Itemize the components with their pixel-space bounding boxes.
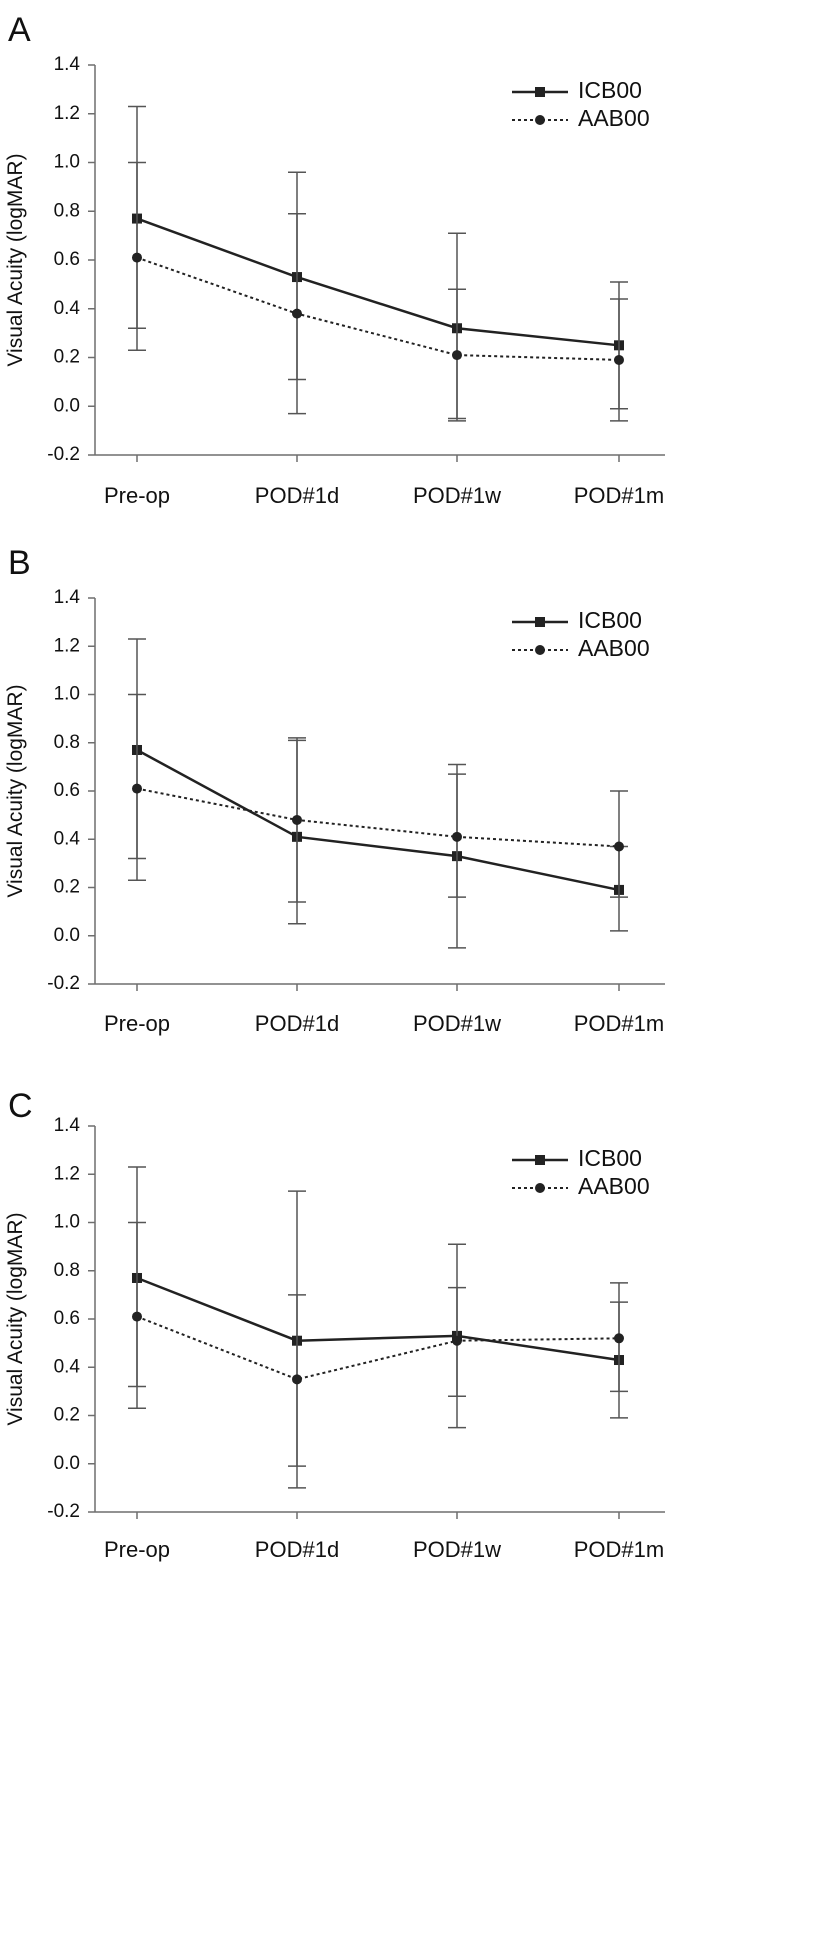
y-tick-label: -0.2 (47, 444, 80, 465)
x-tick-label: POD#1d (255, 1011, 339, 1036)
chart-panel-a: A Visual Acuity (logMAR) 1.4 1.2 1.0 0.8 0.6 0.… (4, 11, 665, 508)
legend-marker (535, 645, 545, 655)
x-tick-label: POD#1w (413, 1011, 501, 1036)
chart-panel-c: C Visual Acuity (logMAR) 1.4 1.2 1.0 0.8 0.6 0.… (4, 1087, 665, 1562)
panel-label: B (8, 544, 31, 582)
data-point (132, 1311, 142, 1322)
y-tick-label: 0.8 (54, 732, 80, 753)
data-point (614, 354, 624, 365)
series-aab00 (128, 161, 628, 422)
y-tick-label: 1.0 (54, 152, 80, 173)
y-tick-label: 0.4 (54, 298, 81, 319)
series-line (136, 748, 620, 892)
y-tick-label: 0.2 (54, 1405, 80, 1426)
series-icb00 (128, 105, 628, 420)
x-tick-label: POD#1w (413, 1537, 501, 1562)
y-tick-label: 0.8 (54, 1260, 80, 1281)
data-point (292, 1374, 302, 1385)
y-tick-label: 1.2 (54, 103, 80, 124)
y-tick-label: 0.6 (54, 780, 80, 801)
y-tick-label: 0.4 (54, 828, 81, 849)
series-icb00 (128, 638, 628, 949)
y-tick-label: 0.6 (54, 1308, 80, 1329)
data-point (452, 350, 462, 361)
y-tick-label: 1.0 (54, 1212, 80, 1233)
series-aab00 (128, 693, 628, 903)
x-tick-label: POD#1m (574, 483, 664, 508)
legend-label: ICB00 (578, 77, 642, 103)
data-point (292, 308, 302, 319)
legend-marker (535, 1155, 545, 1165)
y-tick-label: 0.4 (54, 1356, 81, 1377)
x-tick-label: Pre-op (104, 483, 170, 508)
data-point (614, 841, 624, 852)
y-tick-label: 0.8 (54, 200, 80, 221)
y-tick-label: -0.2 (47, 973, 80, 994)
y-axis-title: Visual Acuity (logMAR) (4, 1212, 27, 1425)
y-tick-label: -0.2 (47, 1501, 80, 1522)
y-tick-label: 1.2 (54, 1163, 80, 1184)
panel-label: C (8, 1087, 33, 1125)
x-tick-label: Pre-op (104, 1537, 170, 1562)
data-point (452, 831, 462, 842)
legend-label: AAB00 (578, 1173, 650, 1199)
y-axis-title: Visual Acuity (logMAR) (4, 153, 27, 366)
x-tick-label: POD#1d (255, 1537, 339, 1562)
y-tick-label: 0.6 (54, 249, 80, 270)
data-point (132, 252, 142, 263)
y-tick-label: 0.0 (54, 1453, 80, 1474)
x-tick-label: POD#1m (574, 1011, 664, 1036)
x-tick-label: Pre-op (104, 1011, 170, 1036)
y-axis-title: Visual Acuity (logMAR) (4, 684, 27, 897)
series-line (136, 256, 620, 361)
x-tick-label: POD#1d (255, 483, 339, 508)
legend-label: AAB00 (578, 105, 650, 131)
series-line (136, 787, 620, 848)
panel-label: A (8, 11, 31, 49)
y-tick-label: 1.4 (54, 54, 81, 75)
data-point (132, 783, 142, 794)
series-icb00 (128, 1166, 628, 1489)
legend-marker (535, 87, 545, 97)
x-tick-label: POD#1m (574, 1537, 664, 1562)
legend-marker (535, 617, 545, 627)
y-tick-label: 1.4 (54, 587, 81, 608)
legend-marker (535, 1183, 545, 1193)
data-point (614, 1333, 624, 1344)
y-tick-label: 0.0 (54, 395, 80, 416)
y-tick-label: 1.0 (54, 684, 80, 705)
legend-label: AAB00 (578, 635, 650, 661)
x-tick-label: POD#1w (413, 483, 501, 508)
series-line (136, 1276, 620, 1362)
series-aab00 (128, 1221, 628, 1467)
y-tick-label: 1.4 (54, 1115, 81, 1136)
y-tick-label: 0.2 (54, 877, 80, 898)
legend-label: ICB00 (578, 607, 642, 633)
data-point (452, 1335, 462, 1346)
y-tick-label: 0.2 (54, 347, 80, 368)
legend-marker (535, 115, 545, 125)
legend-label: ICB00 (578, 1145, 642, 1171)
chart-panel-b: B Visual Acuity (logMAR) 1.4 1.2 1.0 0.8 0.6 0.… (4, 544, 665, 1036)
series-line (136, 217, 620, 347)
y-tick-label: 1.2 (54, 635, 80, 656)
y-tick-label: 0.0 (54, 925, 80, 946)
series-line (136, 1315, 620, 1381)
data-point (292, 814, 302, 825)
